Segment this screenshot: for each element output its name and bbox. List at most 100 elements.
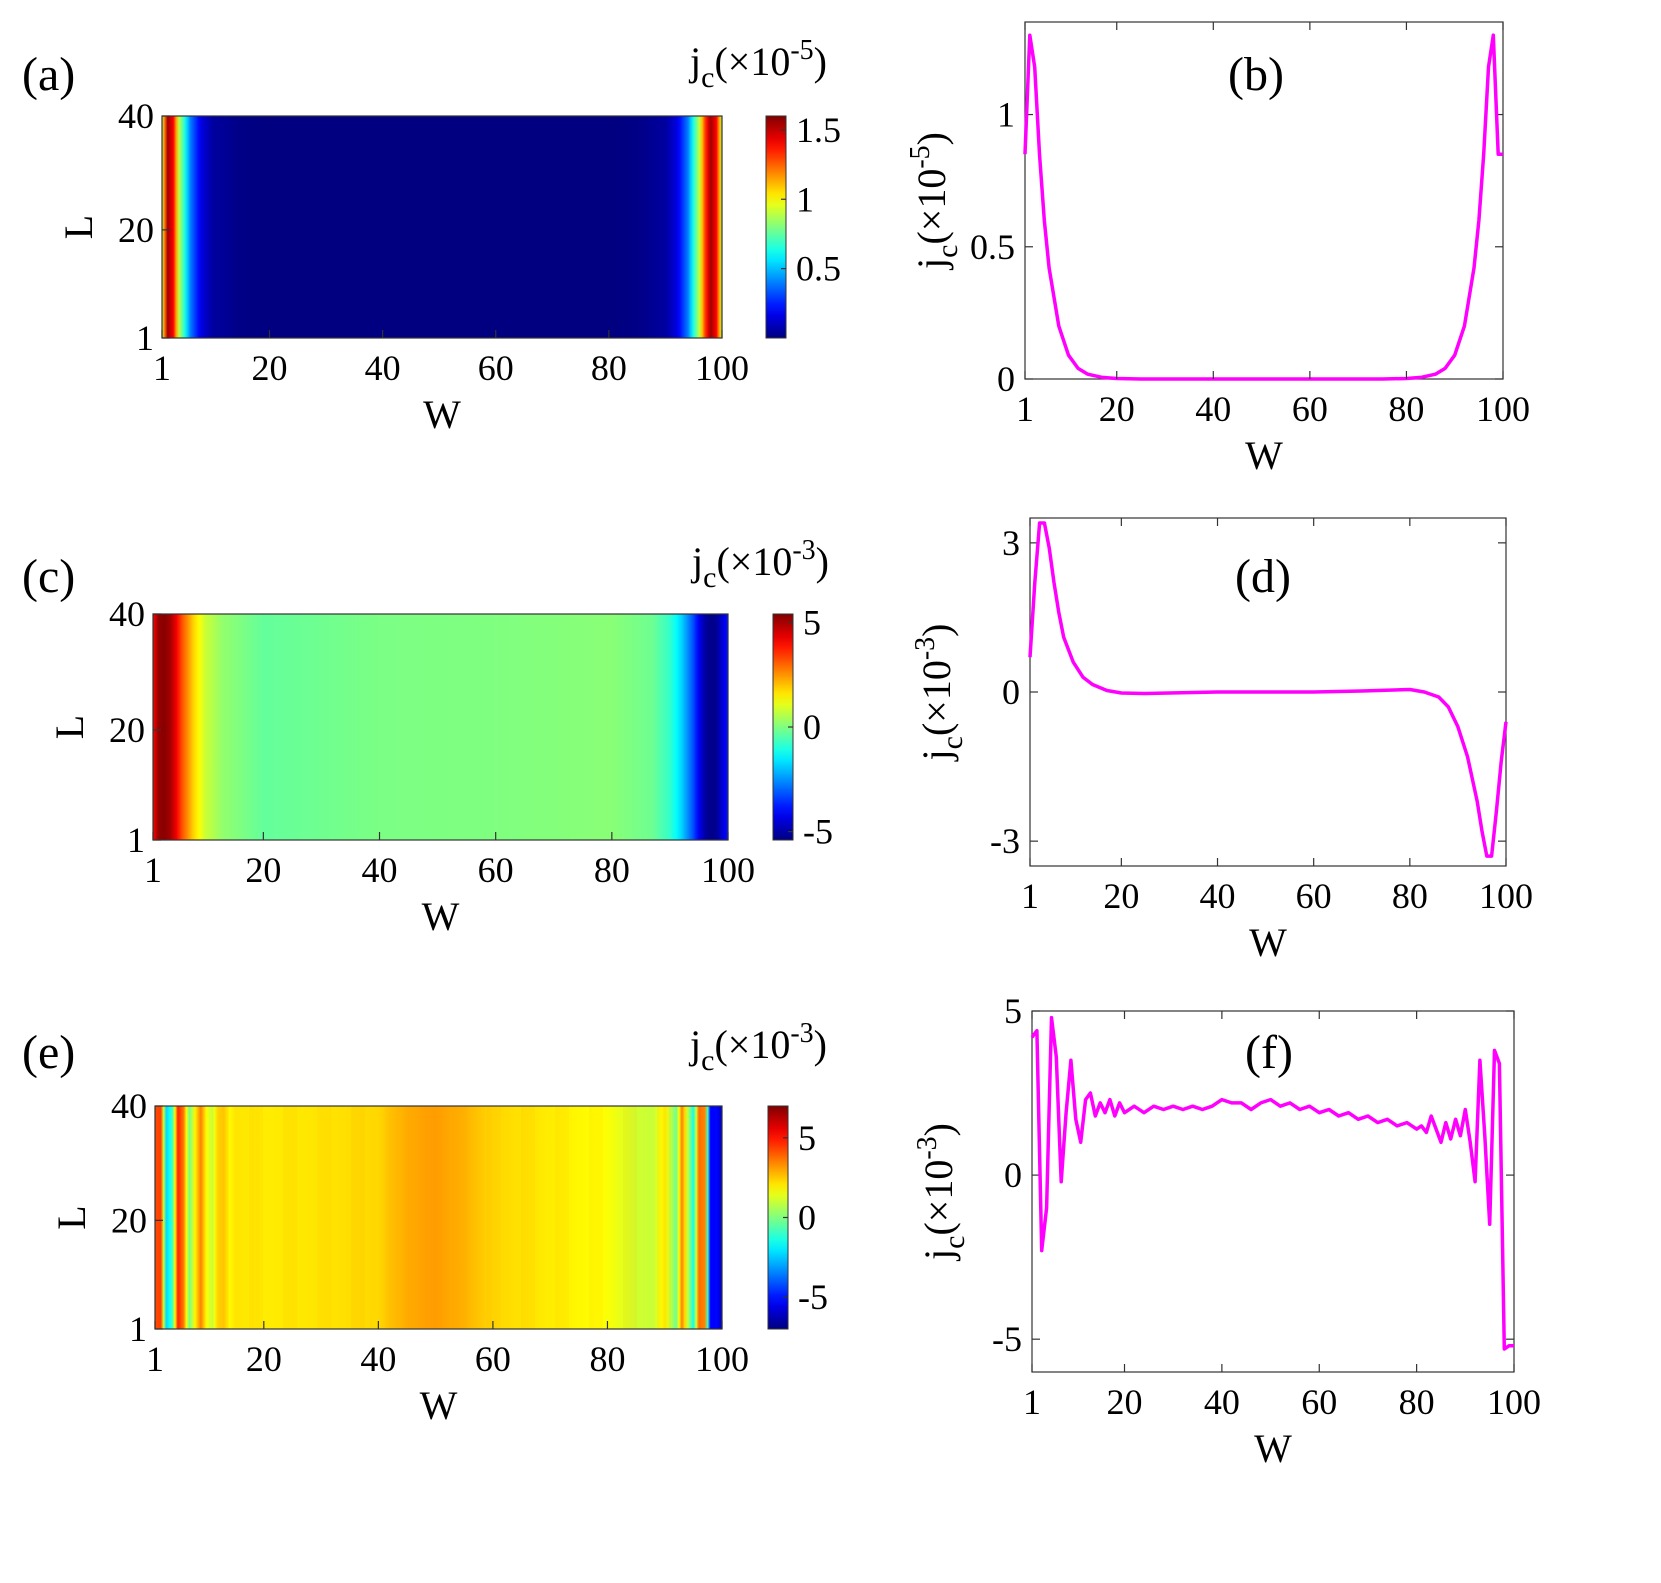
heatmap-streak — [317, 1106, 331, 1329]
x-axis-label: W — [1249, 920, 1287, 965]
y-tick-label: 1 — [127, 820, 145, 860]
colorbar-tick-label: -5 — [798, 1277, 828, 1317]
plot-frame — [154, 1105, 723, 1330]
x-tick-label: 1 — [1021, 876, 1039, 916]
colorbar-title: jc(×10-3) — [688, 1018, 827, 1077]
heatmap-streak — [419, 1106, 433, 1329]
x-axis-label: W — [420, 1383, 458, 1428]
panel-label: (e) — [22, 1026, 75, 1079]
x-tick-label: 20 — [251, 348, 287, 388]
y-tick-label: 1 — [136, 318, 154, 358]
x-tick-label: 100 — [695, 1339, 749, 1379]
y-axis-label: L — [47, 715, 92, 739]
x-tick-label: 80 — [1399, 1382, 1435, 1422]
colorbar-title: jc(×10-3) — [690, 535, 829, 594]
colorbar-tick-label: 0.5 — [796, 249, 841, 289]
plot-frame — [152, 613, 729, 841]
y-axis-label-part: c — [938, 1236, 971, 1249]
colorbar-title-part: c — [701, 1044, 714, 1077]
colorbar-title-part: j — [688, 39, 701, 84]
x-tick-label: 60 — [1296, 876, 1332, 916]
x-tick-label: 100 — [695, 348, 749, 388]
colorbar-title: jc(×10-5) — [688, 35, 827, 94]
y-axis-label-part: -5 — [905, 145, 936, 168]
heatmap-streak — [589, 1106, 603, 1329]
colorbar-title-part: (×10 — [716, 539, 792, 584]
heatmap-streak — [521, 1106, 535, 1329]
y-tick-label: 1 — [129, 1309, 147, 1349]
colorbar-tick-label: 5 — [803, 602, 821, 642]
x-tick-label: 20 — [1103, 876, 1139, 916]
series-line — [1030, 1015, 1514, 1351]
colorbar-title-part: j — [690, 539, 703, 584]
x-tick-label: 1 — [153, 348, 171, 388]
heatmap-streak — [453, 1106, 467, 1329]
series-line — [1028, 521, 1508, 858]
y-axis-label-part: (×10 — [914, 660, 959, 736]
heatmap-streak — [555, 1106, 569, 1329]
colorbar-title-part: -3 — [792, 535, 815, 566]
series-line — [1023, 33, 1503, 381]
colorbar — [765, 115, 787, 339]
colorbar-title-part: ) — [814, 1022, 827, 1067]
colorbar-title-part: ) — [816, 539, 829, 584]
x-tick-label: 1 — [1023, 1382, 1041, 1422]
x-tick-label: 60 — [1292, 389, 1328, 429]
heatmap-field — [153, 614, 728, 840]
panel-label: (a) — [22, 48, 75, 101]
x-tick-label: 40 — [362, 850, 398, 890]
heatmap-streak — [249, 1106, 263, 1329]
y-axis-label: jc(×10-3) — [910, 624, 969, 763]
y-tick-label: 40 — [111, 1086, 147, 1126]
x-tick-label: 40 — [1195, 389, 1231, 429]
colorbar-tick-label: -5 — [803, 812, 833, 852]
x-tick-label: 40 — [360, 1339, 396, 1379]
heatmap-streak — [657, 1106, 671, 1329]
colorbar-title-part: c — [703, 561, 716, 594]
y-tick-label: 0 — [997, 359, 1015, 399]
y-tick-label: 0.5 — [970, 227, 1015, 267]
colorbar-title-part: -3 — [790, 1018, 813, 1049]
x-axis-label: W — [423, 392, 461, 437]
y-axis-label: L — [56, 215, 101, 239]
y-axis-label-part: (×10 — [909, 169, 954, 245]
heatmap-streak — [283, 1106, 297, 1329]
panel-c: (c) -5 0 5 jc(×10-3) 1 20 40 60 80 100 W 1 20 40 L — [22, 535, 833, 939]
x-tick-label: 20 — [246, 1339, 282, 1379]
heatmap-field — [162, 116, 722, 338]
y-tick-label: 1 — [997, 95, 1015, 135]
y-axis-label-part: -3 — [910, 637, 941, 660]
x-tick-label: 100 — [701, 850, 755, 890]
heatmap-streak — [385, 1106, 399, 1329]
x-tick-label: 80 — [589, 1339, 625, 1379]
y-tick-label: 20 — [109, 710, 145, 750]
panel-label: (d) — [1235, 550, 1291, 603]
colorbar-title-part: -5 — [790, 35, 813, 66]
heatmap-streak — [487, 1106, 501, 1329]
y-tick-label: -5 — [992, 1319, 1022, 1359]
panel-label: (b) — [1228, 48, 1284, 101]
x-tick-label: 80 — [594, 850, 630, 890]
heatmap-streak — [351, 1106, 365, 1329]
y-axis-label-part: ) — [916, 1123, 961, 1136]
y-tick-label: 0 — [1002, 672, 1020, 712]
colorbar-tick-label: 0 — [798, 1198, 816, 1238]
heatmap-streak — [623, 1106, 637, 1329]
x-tick-label: 20 — [245, 850, 281, 890]
panel-f: (f) -5 0 5 jc(×10-3) 1 20 40 60 80 100 W — [912, 991, 1541, 1471]
plot-frame — [1031, 1010, 1515, 1373]
y-tick-label: 20 — [118, 210, 154, 250]
y-axis-label-part: j — [916, 1249, 961, 1262]
colorbar-title-part: ) — [814, 39, 827, 84]
y-tick-label: -3 — [990, 821, 1020, 861]
colorbar-tick-label: 0 — [803, 707, 821, 747]
x-tick-label: 1 — [144, 850, 162, 890]
x-axis-label: W — [1254, 1426, 1292, 1471]
x-tick-label: 40 — [365, 348, 401, 388]
y-axis-label-part: (×10 — [916, 1160, 961, 1236]
x-tick-label: 60 — [475, 1339, 511, 1379]
x-tick-label: 60 — [478, 850, 514, 890]
y-axis-label-part: c — [936, 736, 969, 749]
